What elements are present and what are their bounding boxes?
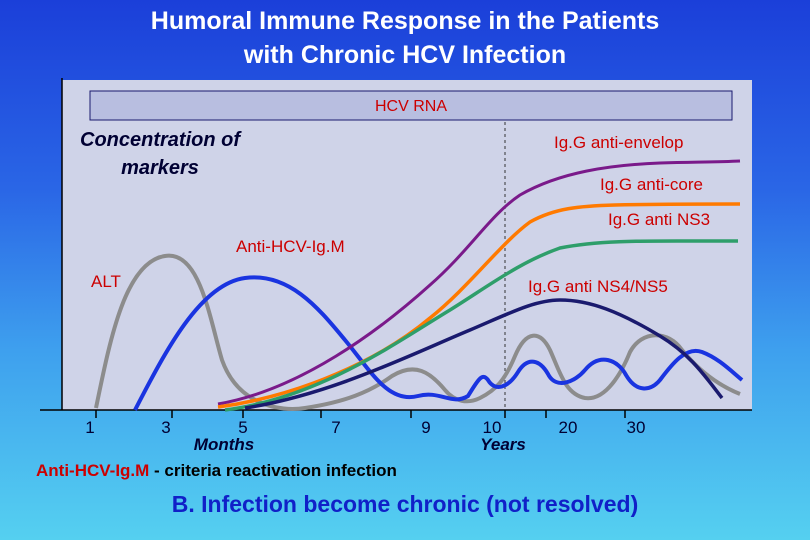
footer-marker: Anti-HCV-Ig.M	[36, 461, 150, 480]
curve-igg-anti-envelop	[217, 159, 741, 406]
tick-label-5: 5	[238, 418, 247, 437]
tick-label-7: 7	[331, 418, 340, 437]
y-axis-label: Concentration of markers	[80, 129, 242, 179]
title-line-1: Humoral Immune Response in the Patients	[150, 7, 660, 35]
tick-label-1: 1	[85, 418, 94, 437]
tick-label-20: 20	[559, 418, 578, 437]
slide-title: Humoral Immune Response in the Patients …	[0, 4, 810, 72]
label-alt: ALT	[91, 272, 121, 291]
curve-anti-hcv-igm	[133, 275, 744, 411]
tick-label-10: 10	[483, 418, 502, 437]
years-label: Years	[480, 435, 526, 454]
footer-text: - criteria reactivation infection	[149, 461, 397, 480]
curve-labels: Ig.G anti-envelop Ig.G anti-core Ig.G an…	[91, 133, 710, 296]
tick-label-9: 9	[421, 418, 430, 437]
x-unit-labels: Months Years	[194, 435, 526, 454]
tick-label-3: 3	[161, 418, 170, 437]
label-igg-anti-ns3: Ig.G anti NS3	[608, 210, 710, 229]
x-tick-marks	[95, 410, 626, 418]
y-axis-label-line-2: markers	[121, 157, 199, 179]
plot-area	[62, 80, 752, 410]
label-igg-anti-ns4-ns5: Ig.G anti NS4/NS5	[528, 277, 668, 296]
label-igg-anti-envelop: Ig.G anti-envelop	[554, 133, 683, 152]
footer-note: Anti-HCV-Ig.M - criteria reactivation in…	[36, 461, 397, 481]
curve-igg-anti-ns3	[224, 239, 738, 412]
tick-label-30: 30	[627, 418, 646, 437]
label-anti-hcv-igm: Anti-HCV-Ig.M	[236, 237, 345, 256]
conclusion-text: B. Infection become chronic (not resolve…	[171, 491, 639, 517]
label-igg-anti-core: Ig.G anti-core	[600, 175, 703, 194]
hcv-rna-bar	[89, 90, 733, 121]
curve-igg-anti-ns4-ns5	[244, 298, 724, 410]
title-line-2: with Chronic HCV Infection	[243, 41, 567, 69]
y-axis-label-line-1: Concentration of	[80, 129, 242, 151]
hcv-rna-label: HCV RNA	[375, 98, 447, 115]
months-label: Months	[194, 435, 254, 454]
x-tick-labels: 1 3 5 7 9 10 20 30	[85, 418, 645, 437]
